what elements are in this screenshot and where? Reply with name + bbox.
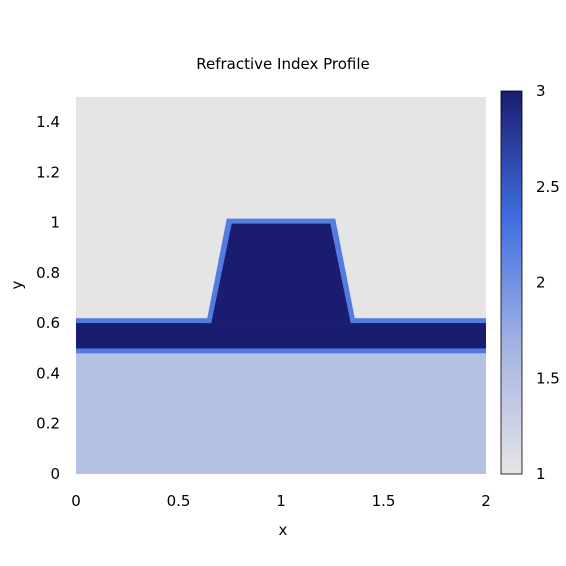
colorbar-tick-label: 2: [536, 274, 546, 292]
slab-core: [76, 323, 486, 349]
colorbar-tick-label: 2.5: [536, 178, 560, 196]
y-tick-label: 0.6: [36, 314, 60, 332]
y-tick-label: 0: [50, 465, 60, 483]
x-tick-label: 2: [481, 492, 491, 510]
x-tick-label: 0.5: [167, 492, 191, 510]
y-tick-label: 0.4: [36, 364, 60, 382]
y-tick-label: 0.2: [36, 415, 60, 433]
colorbar-gradient-bar: [500, 90, 523, 475]
y-tick-label: 1.4: [36, 113, 60, 131]
colorbar-tick-label: 1.5: [536, 369, 560, 387]
x-tick-label: 1.5: [372, 492, 396, 510]
y-tick-label: 0.8: [36, 264, 60, 282]
y-axis: 0 0.2 0.4 0.6 0.8 1 1.2 1.4: [36, 113, 60, 483]
substrate-region: [76, 348, 486, 474]
colorbar-tick-label: 1: [536, 465, 546, 483]
x-tick-label: 1: [276, 492, 286, 510]
y-axis-label: y: [8, 280, 26, 289]
x-axis: 0 0.5 1 1.5 2: [71, 492, 491, 510]
colorbar: 1 1.5 2 2.5 3: [500, 82, 560, 483]
x-axis-label: x: [279, 521, 288, 539]
y-tick-label: 1.2: [36, 163, 60, 181]
y-tick-label: 1: [50, 214, 60, 232]
x-tick-label: 0: [71, 492, 81, 510]
chart-title: Refractive Index Profile: [196, 55, 370, 73]
ridge-region: [211, 223, 351, 324]
plot-area: [76, 97, 486, 474]
colorbar-tick-label: 3: [536, 82, 546, 100]
